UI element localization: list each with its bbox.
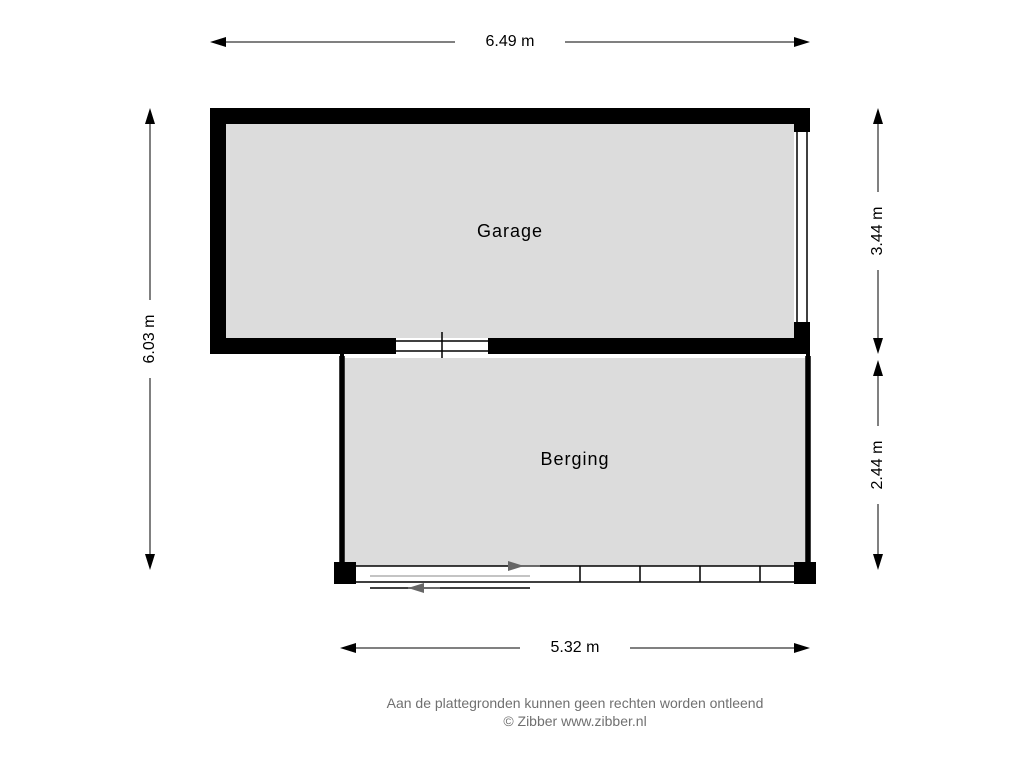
garage-wall-bottom-left (210, 338, 396, 354)
berging-post-br (794, 562, 816, 584)
garage-label: Garage (477, 221, 543, 241)
floorplan-canvas: Garage Berging 6.49 m (0, 0, 1024, 768)
berging-label: Berging (540, 449, 609, 469)
berging-post-bl (334, 562, 356, 584)
dim-bottom-label: 5.32 m (551, 639, 600, 656)
dim-right-lower: 2.44 m (869, 360, 886, 570)
dim-right-upper-label: 3.44 m (869, 207, 886, 256)
garage-wall-left (210, 108, 226, 354)
footer-line2: © Zibber www.zibber.nl (503, 713, 646, 729)
dim-right-lower-label: 2.44 m (869, 441, 886, 490)
dim-top: 6.49 m (210, 33, 810, 50)
dim-bottom: 5.32 m (340, 639, 810, 656)
dim-left: 6.03 m (141, 108, 158, 570)
garage-wall-top (210, 108, 810, 124)
dim-top-label: 6.49 m (486, 33, 535, 50)
dim-left-label: 6.03 m (141, 315, 158, 364)
dim-right-upper: 3.44 m (869, 108, 886, 354)
garage-wall-right-top (794, 108, 810, 132)
garage-wall-bottom-right (488, 338, 810, 354)
footer-line1: Aan de plattegronden kunnen geen rechten… (387, 695, 764, 711)
